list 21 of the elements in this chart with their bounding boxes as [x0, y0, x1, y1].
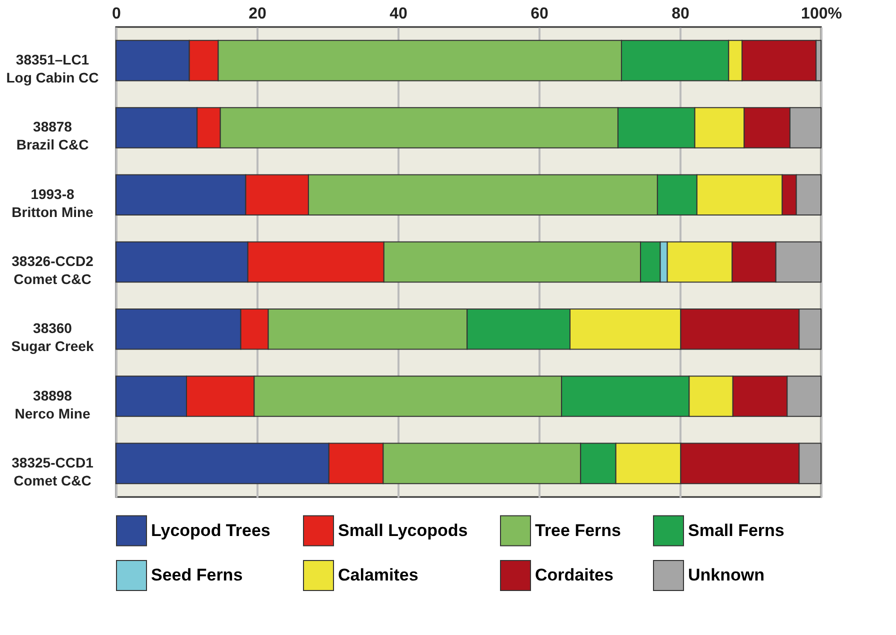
x-tick-label: 0 — [112, 6, 122, 22]
legend-label: Small Lycopods — [338, 520, 468, 540]
y-tick-label: 38898 Nerco Mine — [14, 387, 90, 422]
legend-label: Cordaites — [535, 566, 614, 584]
y-tick-label: 38878 Brazil C&C — [16, 118, 89, 153]
x-tick-label: 80 — [672, 6, 690, 22]
y-tick-label: 38326-CCD2 Comet C&C — [12, 253, 94, 287]
legend-label: Lycopod Trees — [151, 520, 270, 540]
y-tick-label: 1993-8 Britton Mine — [12, 186, 94, 220]
legend-label: Unknown — [688, 566, 764, 584]
x-tick-label: 20 — [248, 6, 266, 22]
y-tick-label: 38325-CCD1 Comet C&C — [12, 454, 94, 488]
legend-label: Calamites — [338, 566, 418, 584]
y-tick-label: 38351–LC1 Log Cabin CC — [6, 52, 99, 86]
legend-label: Seed Ferns — [151, 566, 243, 584]
x-tick-label: 40 — [390, 6, 408, 22]
legend-label: Small Ferns — [688, 520, 784, 540]
y-tick-label: 38360 Sugar Creek — [11, 320, 94, 354]
x-tick-label: 60 — [530, 6, 548, 22]
legend-label: Tree Ferns — [535, 520, 621, 540]
x-tick-label: 100% — [801, 6, 842, 22]
